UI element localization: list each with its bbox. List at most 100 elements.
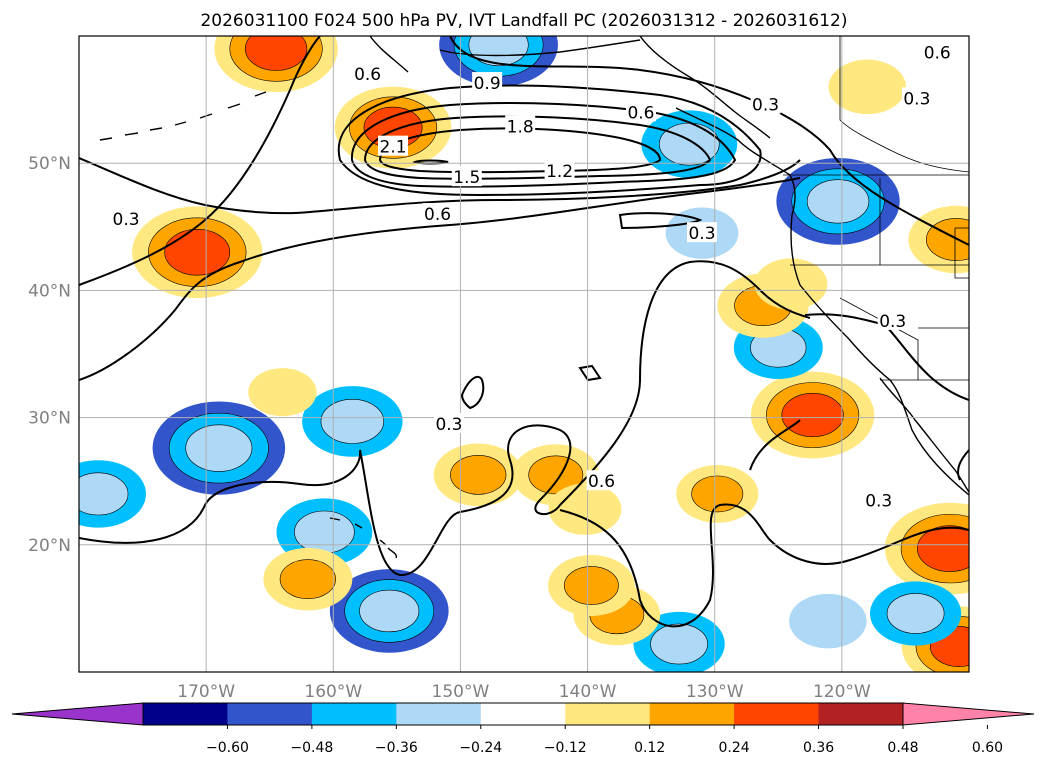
colorbar-segment: [818, 703, 904, 725]
ivt-pc-shading-level: [468, 36, 529, 67]
pv-contour-label: 0.9: [474, 74, 501, 94]
lat-tick-label: 40°N: [28, 281, 71, 301]
pv-contour-label: 0.6: [627, 103, 654, 123]
contour-label-background: [433, 412, 464, 433]
colorbar-tick-label: −0.36: [375, 740, 418, 756]
contour-label-background: [625, 101, 656, 122]
pv-contour-label: 1.2: [546, 162, 573, 182]
ivt-pc-shading-level: [185, 424, 253, 472]
contour-label-background: [687, 222, 717, 243]
ivt-pc-shading-level: [450, 454, 507, 495]
pv-contour-label: 1.8: [507, 117, 534, 137]
graticule: [79, 36, 969, 672]
alaska-canada-border: [839, 36, 969, 173]
political-borders: [783, 36, 969, 381]
pv-contours: [79, 36, 969, 628]
pv-contour-0.3-subtropics: [79, 177, 801, 381]
lon-tick-label: 120°W: [813, 682, 871, 702]
lon-tick-label: 140°W: [559, 682, 617, 702]
colorbar-segment: [480, 703, 566, 725]
ivt-pc-shading-level: [279, 559, 336, 600]
lon-tick-label: 170°W: [177, 682, 235, 702]
colorbar-tick-label: −0.48: [290, 740, 333, 756]
hawaiian-islands: [329, 517, 398, 559]
colorbar-tick-label: 0.24: [719, 740, 750, 756]
pv-contour-label: 0.3: [752, 96, 779, 116]
pv-contour-label: 0.6: [588, 472, 615, 492]
pv-contour-label: 0.3: [113, 210, 140, 230]
alaska-panhandle-coastline: [639, 36, 771, 139]
ivt-pc-shading-level: [359, 589, 420, 633]
colorbar-tick-label: 0.60: [972, 740, 1003, 756]
contour-label-background: [586, 470, 617, 491]
pv-contour-closed-1: [460, 375, 485, 410]
pv-contour-0.3-west: [79, 36, 321, 286]
colorbar-extend-low: [11, 702, 144, 726]
ivt-pc-shading-level: [320, 399, 385, 444]
pv-contour-0.3-north: [449, 36, 969, 246]
ivt-pc-shading-level: [789, 593, 867, 649]
colorbar-segment: [143, 703, 228, 725]
pv-contour-south-loop: [559, 503, 969, 628]
pv-contour-label: 0.6: [424, 205, 451, 225]
ivt-pc-shading-level: [806, 179, 870, 224]
colorbar-segment: [227, 703, 313, 725]
lat-tick-label: 20°N: [28, 536, 71, 556]
colorbar-tick-label: 0.48: [887, 740, 918, 756]
pv-contour-0.9: [337, 84, 762, 197]
pv-contour-label: 0.3: [903, 89, 930, 109]
ivt-pc-shading-level: [164, 229, 231, 276]
contour-label-background: [877, 309, 908, 330]
ivt-pc-shading-level: [248, 368, 317, 417]
pv-contour-label: 1.5: [453, 168, 480, 188]
us-state-line-or-ca: [790, 178, 969, 380]
map-frame: [78, 35, 970, 673]
contour-label-background: [111, 208, 142, 229]
contour-label-background: [378, 135, 409, 156]
us-state-line-nv: [918, 227, 969, 329]
figure-title: 2026031100 F024 500 hPa PV, IVT Landfall…: [200, 11, 847, 31]
pv-contour-1.5: [363, 115, 712, 180]
colorbar-tick-label: 0.12: [634, 740, 665, 756]
lon-tick-label: 150°W: [432, 682, 490, 702]
colorbar-frame: [142, 702, 904, 726]
ivt-pc-shading-level: [294, 510, 355, 554]
ivt-pc-shading-level: [781, 393, 844, 438]
ivt-pc-shading-level: [564, 566, 619, 605]
colorbar-tick-label: −0.12: [544, 740, 587, 756]
colorbar-tick-label: −0.24: [459, 740, 502, 756]
colorbar: −0.60 −0.48 −0.36 −0.24 −0.12 0.12 0.24 0.36 0.4…: [11, 702, 1035, 756]
pv-contour-label: 0.3: [865, 491, 892, 511]
ivt-pc-shading-level: [691, 475, 744, 513]
pv-contour-east: [749, 419, 969, 481]
lat-tick-label: 50°N: [28, 154, 71, 174]
lat-tick-label: 30°N: [28, 409, 71, 429]
baja-california-coastline: [879, 377, 969, 493]
ivt-pc-shading-level: [548, 483, 622, 535]
contour-label-background: [472, 72, 503, 93]
colorbar-segment: [311, 703, 397, 725]
pv-contour-label: 0.3: [879, 312, 906, 332]
pv-contour-1.2: [350, 101, 737, 188]
colorbar-segment: [396, 703, 482, 725]
pv-contour-label: 0.3: [688, 224, 715, 244]
pv-contour-0.6: [79, 157, 801, 215]
pv-contour-0.3-south: [79, 260, 811, 577]
contour-label-background: [750, 93, 781, 114]
pv-contour-label: 2.1: [380, 138, 407, 158]
latitude-tick-labels: 20°N 30°N 40°N 50°N: [28, 154, 71, 556]
ivt-pc-shading-level: [244, 36, 308, 71]
ivt-pc-shading-level: [754, 258, 828, 310]
contour-label-background: [922, 41, 953, 62]
contour-label-background: [901, 87, 932, 108]
contour-label-background: [863, 489, 894, 510]
colorbar-segment: [649, 703, 735, 725]
colorbar-segment: [565, 703, 651, 725]
pv-contour-closed-3: [618, 212, 703, 230]
lon-tick-label: 160°W: [304, 682, 362, 702]
contour-label-background: [422, 203, 453, 224]
map-panel: 0.9 1.8 2.1 1.5 1.2 0.6 0.6 0.6 0.6 0.6 0.3 0.3 0.3 0…: [28, 35, 970, 702]
contour-label-background: [451, 166, 482, 187]
colorbar-extend-high: [902, 702, 1035, 726]
